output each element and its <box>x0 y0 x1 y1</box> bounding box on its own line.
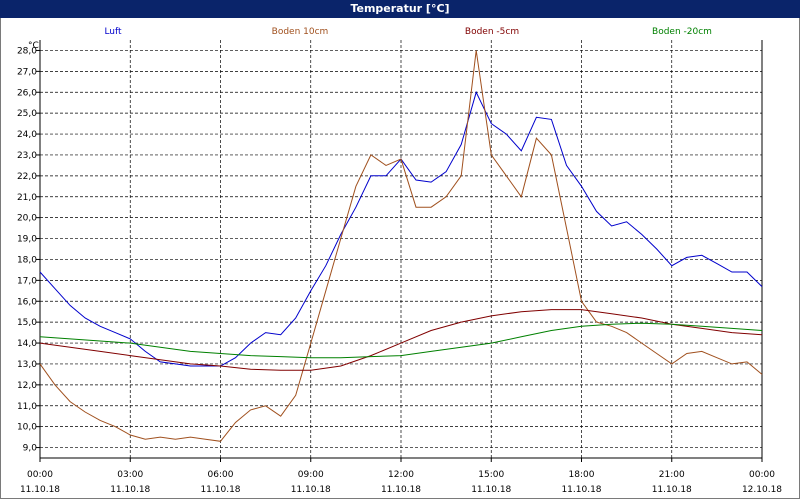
y-tick-label: 10,0 <box>17 423 37 433</box>
y-tick-label: 19,0 <box>17 235 37 245</box>
x-tick-date: 11.10.18 <box>652 485 692 495</box>
series-line-0 <box>39 90 763 367</box>
x-tick-time: 09:00 <box>298 470 324 480</box>
y-tick-labels: 9,0 10,0 11,0 12,0 13,0 14,0 15,0 16,0 17,0 18,0 1… <box>17 46 37 453</box>
y-tick-label: 28,0 <box>17 46 37 56</box>
x-tick-date: 11.10.18 <box>381 485 421 495</box>
y-tick-label: 25,0 <box>17 109 37 119</box>
x-tick-date: 11.10.18 <box>110 485 150 495</box>
x-tick-date: 11.10.18 <box>561 485 601 495</box>
grid <box>39 40 763 458</box>
y-tick-label: 11,0 <box>17 402 37 412</box>
x-tick-time: 15:00 <box>478 470 504 480</box>
window-title: Temperatur [°C] <box>0 0 800 18</box>
y-tick-label: 9,0 <box>23 444 38 454</box>
y-tick-label: 27,0 <box>17 67 37 77</box>
x-tick-time: 06:00 <box>208 470 234 480</box>
series-line-1 <box>39 50 763 442</box>
x-tick-labels: 00:00 11.10.18 03:00 11.10.18 06:00 11.10.18 0… <box>20 470 782 495</box>
y-tick-label: 18,0 <box>17 255 37 265</box>
y-tick-label: 17,0 <box>17 276 37 286</box>
series-line-3 <box>39 322 763 359</box>
legend-entry-3: Boden -20cm <box>652 27 712 37</box>
x-tick-time: 12:00 <box>388 470 414 480</box>
x-tick-date: 12.10.18 <box>742 485 782 495</box>
x-tick-time: 03:00 <box>117 470 143 480</box>
y-axis-unit: °C <box>28 41 39 51</box>
y-tick-label: 14,0 <box>17 339 37 349</box>
axes <box>36 40 763 462</box>
y-tick-label: 21,0 <box>17 193 37 203</box>
x-tick-date: 11.10.18 <box>291 485 331 495</box>
series-line-2 <box>39 309 763 371</box>
y-tick-label: 16,0 <box>17 297 37 307</box>
y-tick-label: 26,0 <box>17 88 37 98</box>
y-tick-label: 24,0 <box>17 130 37 140</box>
y-tick-label: 23,0 <box>17 151 37 161</box>
legend-entry-2: Boden -5cm <box>465 27 519 37</box>
x-tick-date: 11.10.18 <box>471 485 511 495</box>
series-lines <box>39 50 763 442</box>
y-tick-label: 15,0 <box>17 318 37 328</box>
x-tick-time: 00:00 <box>749 470 775 480</box>
legend-entry-1: Boden 10cm <box>272 27 329 37</box>
x-tick-date: 11.10.18 <box>20 485 60 495</box>
y-tick-label: 22,0 <box>17 172 37 182</box>
legend: Luft Boden 10cm Boden -5cm Boden -20cm <box>104 27 712 37</box>
x-tick-time: 21:00 <box>659 470 685 480</box>
x-tick-time: 18:00 <box>569 470 595 480</box>
y-tick-label: 20,0 <box>17 214 37 224</box>
x-tick-date: 11.10.18 <box>200 485 240 495</box>
y-tick-label: 12,0 <box>17 381 37 391</box>
y-tick-label: 13,0 <box>17 360 37 370</box>
x-tick-time: 00:00 <box>27 470 53 480</box>
legend-entry-0: Luft <box>104 27 122 37</box>
